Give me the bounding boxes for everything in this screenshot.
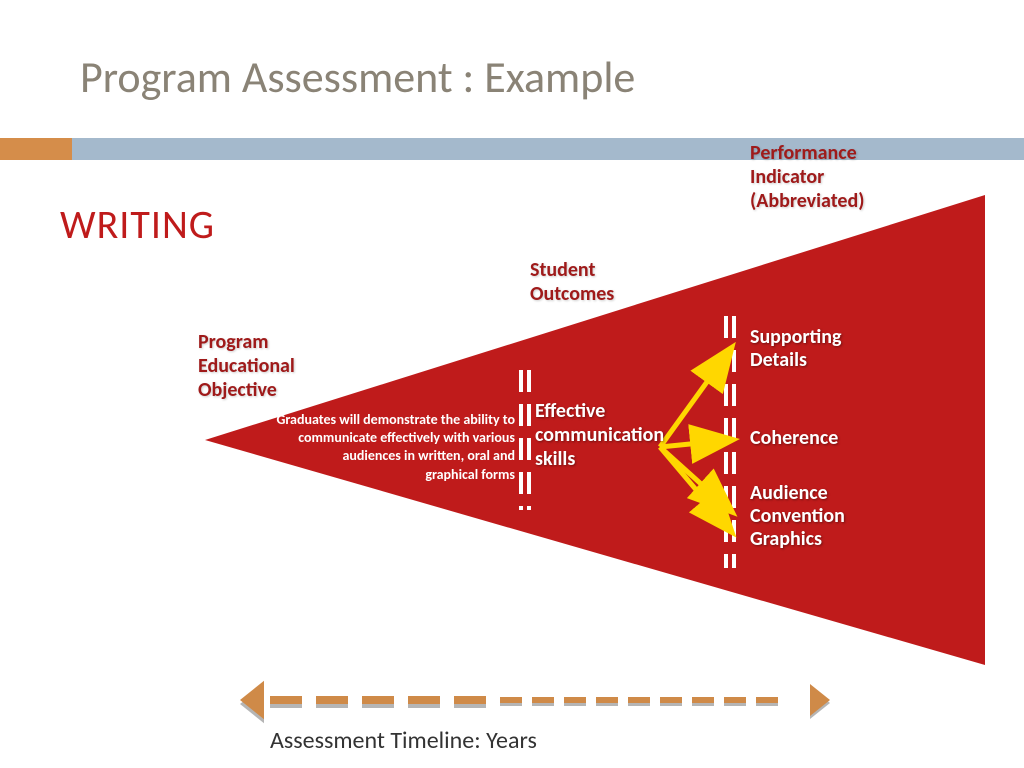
label-student-outcomes: StudentOutcomes [530, 258, 614, 306]
timeline-label: Assessment Timeline: Years [270, 726, 537, 755]
label-performance-indicator: PerformanceIndicator(Abbreviated) [750, 141, 864, 213]
timeline-arrow [240, 681, 830, 723]
diagram-canvas [0, 0, 1024, 768]
label-program-objective: ProgramEducationalObjective [198, 330, 295, 402]
objective-body-text: Graduates will demonstrate the ability t… [265, 411, 515, 484]
indicator-2: AudienceConventionGraphics [750, 482, 845, 551]
outcome-text: Effectivecommunicationskills [535, 399, 664, 471]
indicator-0: SupportingDetails [750, 326, 841, 372]
indicator-1: Coherence [750, 427, 838, 450]
